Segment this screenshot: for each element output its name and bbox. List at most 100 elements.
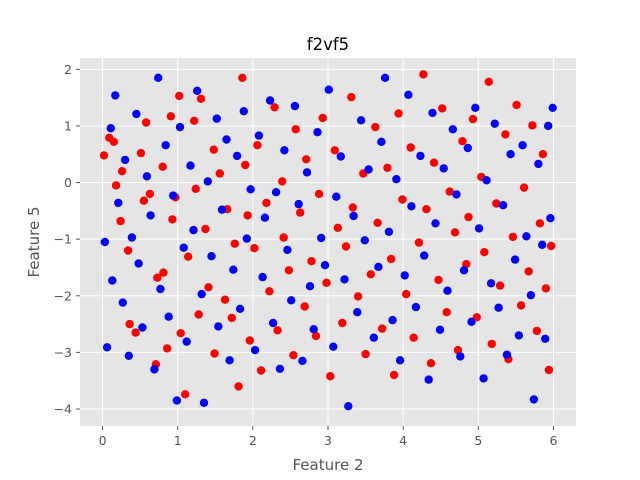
scatter-point [484,77,493,87]
scatter-point [374,262,383,272]
scatter-point [320,261,330,270]
scatter-point [102,343,112,352]
scatter-point [229,265,238,274]
scatter-point [482,176,491,185]
scatter-point [314,189,324,199]
scatter-point [464,212,473,222]
scatter-point [326,372,335,381]
scatter-point [204,283,213,292]
y-tick-label: 1 [64,118,72,133]
scatter-point [125,319,134,329]
scatter-point [232,151,242,161]
scatter-point [341,242,351,251]
scatter-point [431,219,440,228]
x-tick-label: 3 [324,433,332,448]
scatter-point [291,125,300,134]
chart-title: f2vf5 [307,35,349,54]
scatter-point [467,317,476,326]
scatter-point [383,163,392,172]
scatter-point [302,155,311,164]
scatter-point [191,184,200,193]
scatter-point [203,177,212,186]
scatter-point [506,150,515,159]
scatter-point [275,364,285,373]
scatter-point [406,143,415,152]
scatter-point [439,164,448,173]
scatter-point [118,298,128,307]
scatter-point [438,104,447,113]
scatter-point [242,234,251,243]
scatter-point [336,152,345,161]
x-tick-label: 1 [174,433,182,448]
scatter-point [302,168,312,177]
scatter-point [235,304,245,313]
scatter-point [471,103,480,113]
scatter-point [138,323,147,332]
scatter-point [443,286,452,295]
scatter-point [353,308,362,317]
scatter-point [156,284,165,294]
scatter-point [141,118,151,127]
scatter-point [458,137,467,146]
scatter-point [369,333,378,342]
scatter-point [163,344,172,353]
scatter-point [164,312,173,321]
scatter-point [486,279,496,288]
scatter-point [377,137,386,146]
scatter-point [360,236,369,245]
scatter-point [526,291,536,300]
scatter-point [398,195,407,204]
scatter-point [324,85,333,94]
scatter-point [215,169,224,178]
scatter-point [99,151,109,160]
data-points [99,70,557,411]
y-tick-label: −3 [54,345,72,360]
scatter-point [154,73,163,83]
scatter-point [209,145,218,154]
scatter-point [222,135,231,144]
scatter-point [172,396,182,405]
scatter-point [245,336,254,345]
scatter-point [416,151,425,161]
scatter-point [217,205,227,214]
scatter-point [386,254,396,264]
x-tick-label: 5 [474,433,482,448]
scatter-point [538,150,548,159]
scatter-point [419,70,428,79]
scatter-point [150,365,159,374]
scatter-point [394,109,403,118]
scatter-point [547,241,556,251]
scatter-point [116,216,125,226]
scatter-point [210,349,219,358]
scatter-point [468,114,478,124]
scatter-point [402,289,411,299]
scatter-point [400,271,409,280]
scatter-point [487,339,496,349]
scatter-point [199,398,209,407]
scatter-point [290,101,300,111]
scatter-point [145,189,155,199]
scatter-point [287,296,296,305]
scatter-point [197,289,206,299]
scatter-point [544,121,553,131]
scatter-point [395,356,405,365]
scatter-point [114,198,123,208]
scatter-point [538,240,547,249]
scatter-point [175,91,184,101]
scatter-point [366,270,375,279]
scatter-point [256,366,266,375]
scatter-point [384,227,394,236]
x-tick-label: 0 [99,433,107,448]
scatter-point [389,370,399,380]
scatter-point [136,148,146,158]
scatter-point [424,375,433,384]
scatter-point [340,275,349,284]
scatter-point [124,351,133,360]
scatter-point [514,331,524,340]
scatter-point [201,224,210,234]
scatter-point [508,232,518,242]
scatter-point [356,116,366,125]
scatter-point [459,266,469,275]
scatter-point [409,333,418,342]
x-axis-label: Feature 2 [293,456,364,474]
